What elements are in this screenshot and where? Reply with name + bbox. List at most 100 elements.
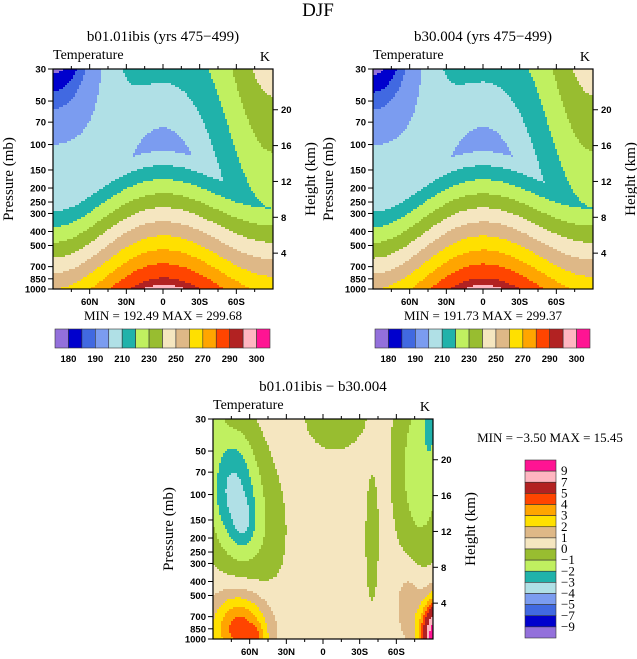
contour-band: [267, 625, 277, 628]
contour-band: [553, 139, 579, 142]
contour-band: [265, 517, 285, 520]
contour-band: [235, 597, 241, 600]
contour-band: [415, 613, 421, 616]
contour-band: [543, 179, 567, 182]
contour-band: [213, 497, 217, 500]
contour-band: [507, 211, 541, 214]
contour-band: [273, 613, 399, 616]
y-axis-label: Pressure (mb): [321, 137, 337, 221]
contour-band: [397, 137, 463, 140]
contour-band: [405, 451, 433, 454]
contour-band: [395, 95, 419, 98]
contour-band: [265, 619, 275, 622]
contour-band: [213, 485, 217, 488]
contour-band: [251, 125, 273, 128]
contour-band: [245, 113, 273, 116]
contour-band: [431, 511, 433, 514]
colorbar-label: 290: [542, 354, 558, 365]
contour-band: [425, 597, 433, 600]
contour-band: [391, 501, 407, 504]
contour-band: [375, 477, 391, 480]
contour-band: [373, 259, 409, 262]
contour-band: [357, 437, 391, 440]
contour-band: [235, 149, 267, 152]
contour-band: [409, 123, 525, 126]
contour-band: [381, 241, 411, 244]
contour-band: [193, 241, 221, 244]
contour-band: [215, 87, 237, 90]
contour-band: [415, 619, 419, 622]
contour-band: [141, 153, 185, 156]
colorbar-label: −5: [561, 597, 575, 612]
contour-band: [247, 577, 273, 580]
contour-band: [115, 269, 137, 272]
contour-band: [447, 231, 521, 234]
contour-band: [99, 85, 175, 88]
contour-band: [399, 621, 415, 624]
contour-band: [241, 267, 273, 270]
contour-band: [373, 475, 391, 478]
contour-band: [569, 121, 593, 124]
contour-band: [89, 273, 109, 276]
contour-band: [419, 619, 423, 622]
contour-band: [399, 597, 425, 600]
contour-band: [209, 133, 231, 136]
contour-band: [501, 87, 537, 90]
contour-band: [445, 233, 527, 236]
contour-band: [221, 543, 237, 546]
contour-band: [255, 625, 261, 628]
colorbar-label: −2: [561, 563, 575, 578]
contour-band: [213, 637, 223, 640]
contour-band: [173, 179, 219, 182]
contour-band: [145, 287, 183, 290]
contour-band: [279, 477, 371, 480]
contour-band: [187, 93, 217, 96]
contour-band: [561, 219, 593, 222]
y-tick-label: 100: [350, 140, 366, 151]
contour-band: [285, 541, 365, 544]
contour-band: [423, 263, 443, 266]
colorbar-label: 300: [249, 354, 265, 365]
contour-band: [409, 505, 433, 508]
contour-band: [261, 627, 267, 630]
contour-band: [205, 247, 233, 250]
contour-band: [523, 121, 547, 124]
contour-band: [367, 497, 377, 500]
contour-band: [283, 555, 365, 558]
contour-band: [421, 631, 423, 634]
contour-band: [231, 199, 259, 202]
contour-band: [229, 245, 273, 248]
contour-band: [227, 531, 239, 534]
y-tick-label: 70: [195, 468, 206, 479]
contour-band: [265, 617, 275, 620]
contour-band: [273, 577, 367, 580]
contour-band: [517, 107, 543, 110]
contour-band: [373, 221, 393, 224]
contour-band: [281, 489, 369, 492]
contour-band: [529, 133, 551, 136]
contour-band: [173, 193, 215, 196]
contour-band: [255, 517, 265, 520]
contour-band: [53, 81, 69, 84]
contour-band: [423, 621, 425, 624]
contour-band: [107, 245, 129, 248]
contour-band: [105, 247, 125, 250]
contour-band: [183, 181, 247, 184]
contour-band: [447, 77, 533, 80]
contour-band: [219, 269, 247, 272]
contour-band: [231, 135, 255, 138]
y-tick-label: 150: [30, 165, 46, 176]
contour-band: [389, 223, 415, 226]
contour-band: [543, 287, 569, 290]
contour-band: [83, 277, 105, 280]
contour-band: [413, 113, 521, 116]
contour-band: [571, 271, 593, 274]
contour-band: [305, 419, 367, 422]
contour-band: [421, 617, 423, 620]
contour-band: [53, 91, 77, 94]
contour-band: [391, 469, 405, 472]
colorbar-box: [524, 604, 557, 617]
contour-band: [259, 423, 307, 426]
contour-band: [419, 205, 443, 208]
